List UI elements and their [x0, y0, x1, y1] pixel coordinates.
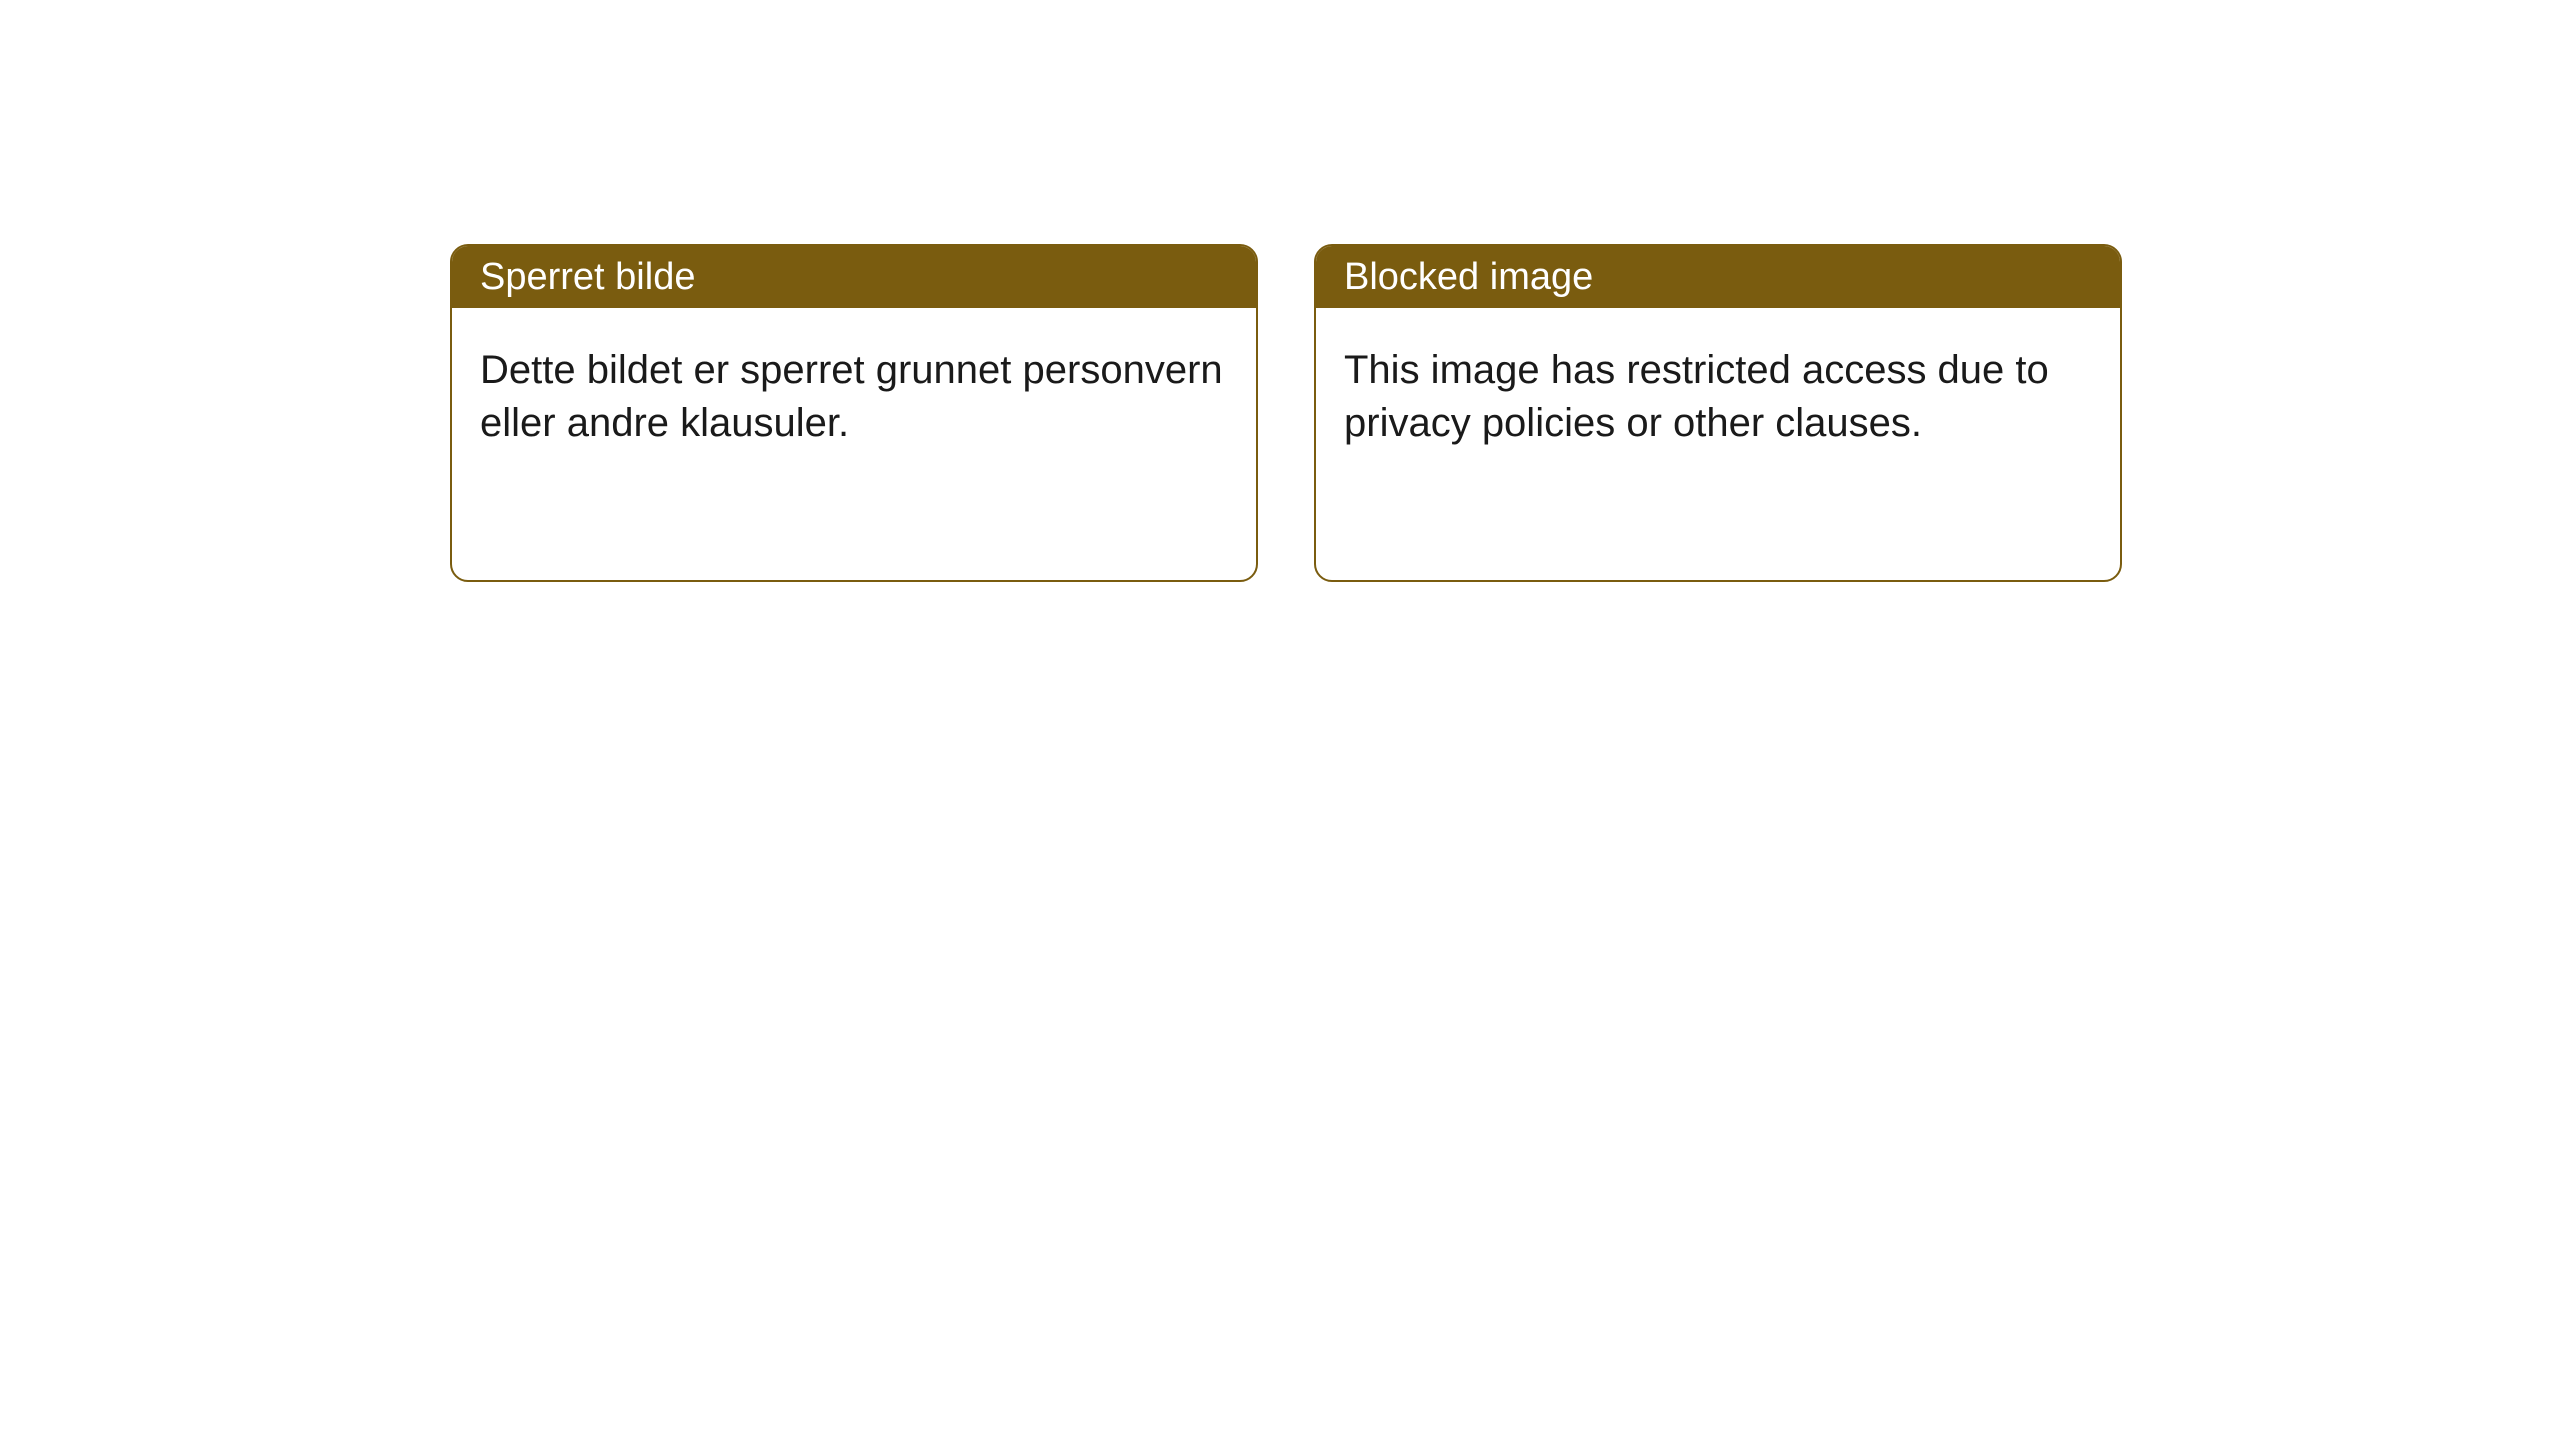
card-body: Dette bildet er sperret grunnet personve… — [452, 308, 1256, 486]
card-body-text: Dette bildet er sperret grunnet personve… — [480, 348, 1223, 445]
notice-card-english: Blocked image This image has restricted … — [1314, 244, 2122, 582]
notice-card-norwegian: Sperret bilde Dette bildet er sperret gr… — [450, 244, 1258, 582]
notice-container: Sperret bilde Dette bildet er sperret gr… — [0, 0, 2560, 582]
card-body-text: This image has restricted access due to … — [1344, 348, 2049, 445]
card-title: Sperret bilde — [480, 256, 695, 299]
card-title: Blocked image — [1344, 256, 1593, 299]
card-body: This image has restricted access due to … — [1316, 308, 2120, 486]
card-header: Sperret bilde — [452, 246, 1256, 308]
card-header: Blocked image — [1316, 246, 2120, 308]
